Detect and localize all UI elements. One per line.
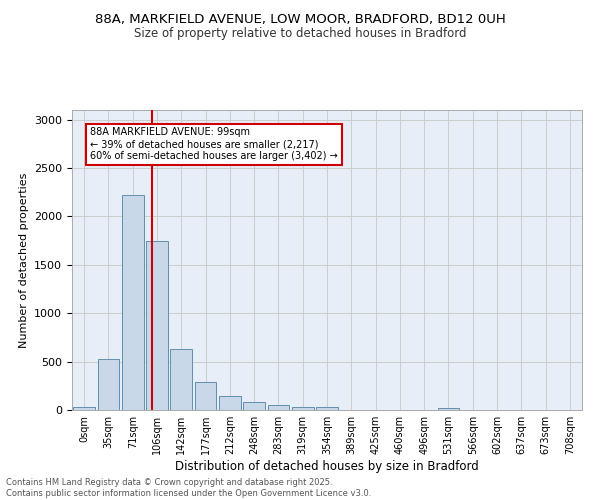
X-axis label: Distribution of detached houses by size in Bradford: Distribution of detached houses by size … bbox=[175, 460, 479, 473]
Y-axis label: Number of detached properties: Number of detached properties bbox=[19, 172, 29, 348]
Bar bbox=[146, 240, 168, 410]
Text: 88A, MARKFIELD AVENUE, LOW MOOR, BRADFORD, BD12 0UH: 88A, MARKFIELD AVENUE, LOW MOOR, BRADFOR… bbox=[95, 12, 505, 26]
Bar bbox=[170, 348, 192, 410]
Bar bbox=[316, 406, 338, 410]
Bar bbox=[292, 406, 314, 410]
Bar bbox=[268, 405, 289, 410]
Text: Size of property relative to detached houses in Bradford: Size of property relative to detached ho… bbox=[134, 28, 466, 40]
Bar bbox=[219, 396, 241, 410]
Bar bbox=[97, 358, 119, 410]
Bar bbox=[243, 402, 265, 410]
Bar bbox=[437, 408, 460, 410]
Bar bbox=[194, 382, 217, 410]
Bar bbox=[73, 407, 95, 410]
Bar bbox=[122, 195, 143, 410]
Text: 88A MARKFIELD AVENUE: 99sqm
← 39% of detached houses are smaller (2,217)
60% of : 88A MARKFIELD AVENUE: 99sqm ← 39% of det… bbox=[90, 128, 338, 160]
Text: Contains HM Land Registry data © Crown copyright and database right 2025.
Contai: Contains HM Land Registry data © Crown c… bbox=[6, 478, 371, 498]
